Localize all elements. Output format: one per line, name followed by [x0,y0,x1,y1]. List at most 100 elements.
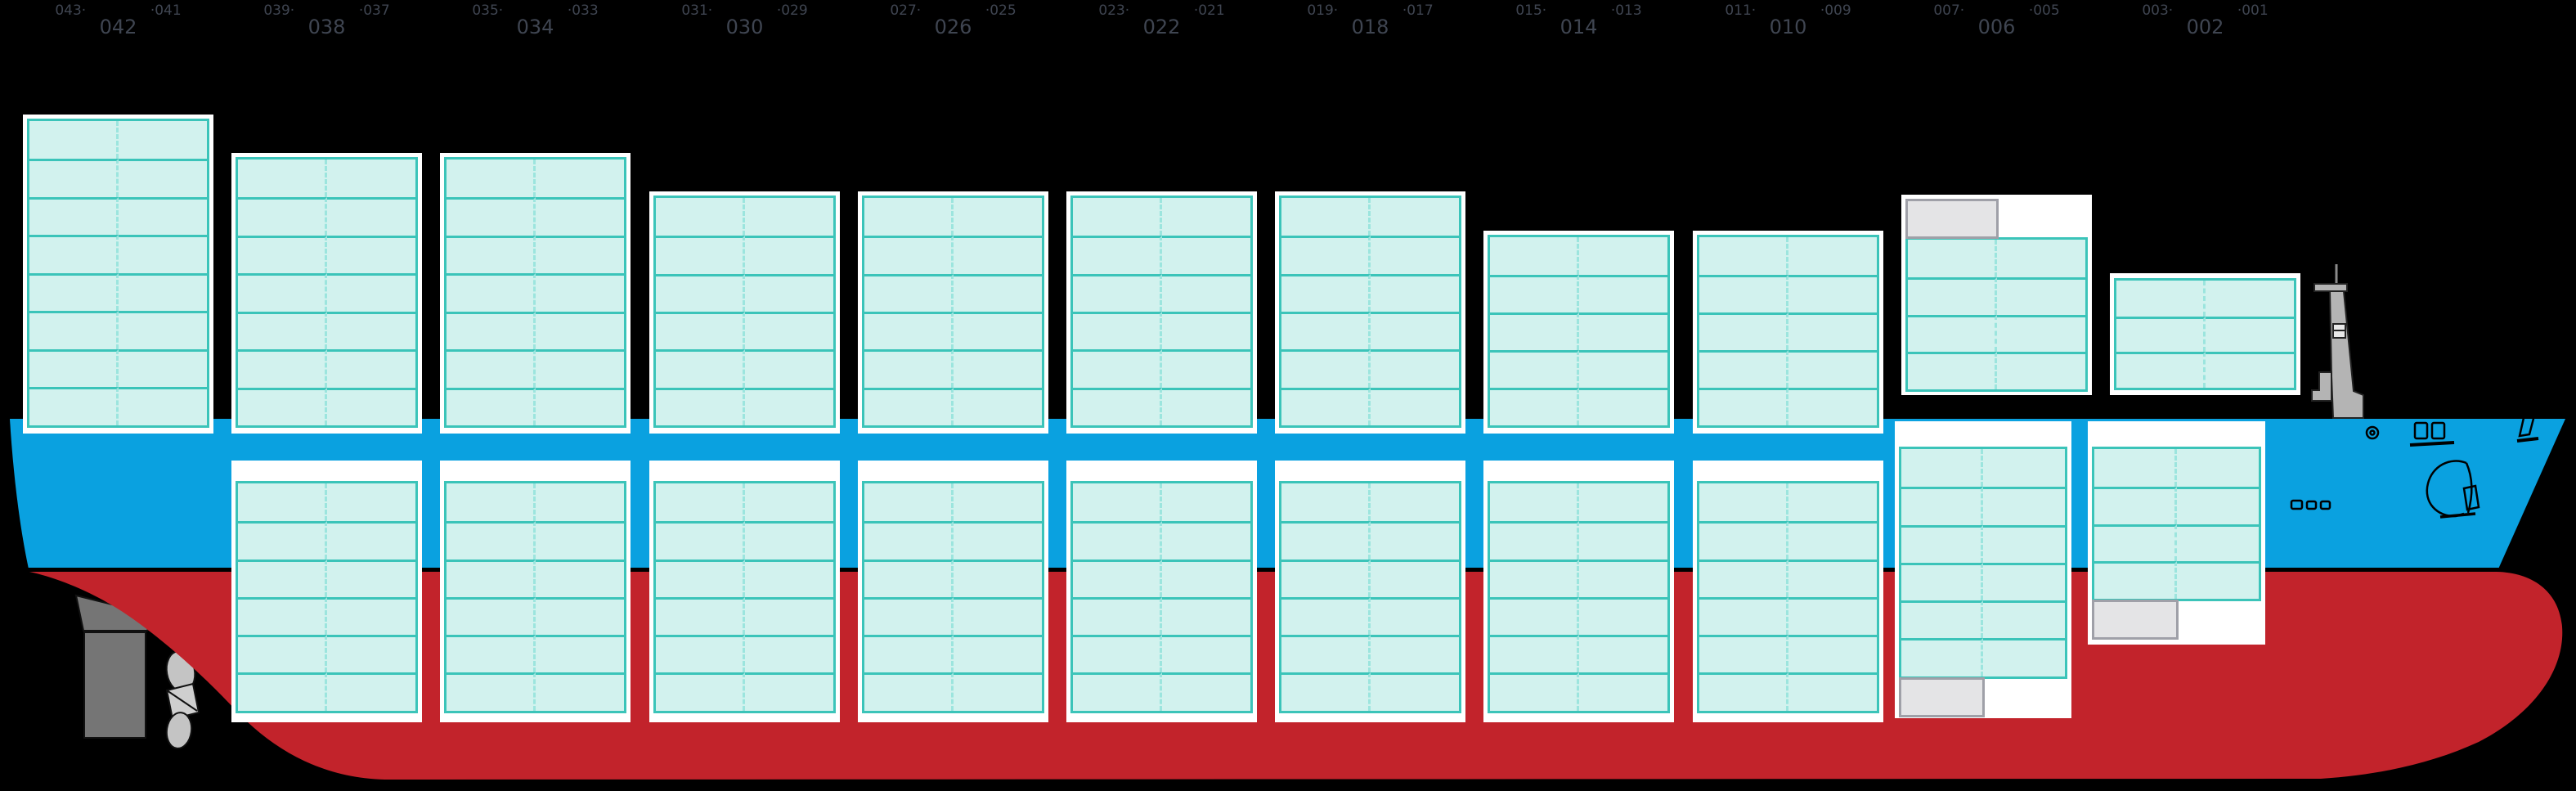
container-slot[interactable] [864,672,954,711]
container-slot[interactable] [1901,562,1983,601]
container-slot[interactable] [953,387,1042,425]
container-slot[interactable] [1370,521,1459,560]
container-slot[interactable] [1073,596,1162,636]
container-slot[interactable] [1161,312,1250,350]
container-slot[interactable] [1370,236,1459,274]
container-slot[interactable] [1983,600,2065,639]
container-slot[interactable] [1578,274,1667,312]
container-slot[interactable] [2094,524,2177,562]
container-slot[interactable] [1578,483,1667,522]
container-slot[interactable] [238,235,327,274]
container-slot[interactable] [656,672,745,711]
container-slot[interactable] [1161,236,1250,274]
container-slot[interactable] [953,198,1042,236]
container-slot[interactable] [1578,349,1667,388]
container-slot[interactable] [2094,449,2177,487]
container-slot[interactable] [864,635,954,673]
container-slot[interactable] [1370,672,1459,711]
container-slot[interactable] [656,596,745,636]
container-slot[interactable] [118,120,207,160]
container-slot[interactable] [1901,524,1983,563]
container-slot[interactable] [326,483,415,522]
container-slot[interactable] [447,596,536,636]
container-slot[interactable] [744,198,833,236]
container-slot[interactable] [744,273,833,312]
container-slot[interactable] [1983,638,2065,676]
container-slot[interactable] [238,559,327,597]
container-slot[interactable] [1073,387,1162,425]
container-slot[interactable] [326,311,415,350]
container-slot[interactable] [447,159,536,198]
container-slot[interactable] [1073,312,1162,350]
container-slot[interactable] [1983,562,2065,601]
container-slot[interactable] [29,348,119,388]
container-slot[interactable] [1578,559,1667,597]
container-slot[interactable] [1788,312,1877,350]
blocked-slot[interactable] [1899,676,1985,718]
container-slot[interactable] [656,483,745,522]
container-slot[interactable] [656,559,745,597]
container-slot[interactable] [1490,483,1579,522]
container-slot[interactable] [118,196,207,236]
container-slot[interactable] [1370,273,1459,312]
container-slot[interactable] [864,521,954,560]
container-slot[interactable] [1699,635,1788,673]
container-slot[interactable] [1161,559,1250,597]
container-slot[interactable] [447,197,536,236]
container-slot[interactable] [1490,312,1579,350]
container-slot[interactable] [1073,273,1162,312]
container-slot[interactable] [1996,240,2085,277]
container-slot[interactable] [1370,559,1459,597]
container-slot[interactable] [1908,240,1997,277]
container-slot[interactable] [535,311,624,350]
container-slot[interactable] [2116,316,2206,352]
container-slot[interactable] [1983,487,2065,525]
container-slot[interactable] [326,197,415,236]
container-slot[interactable] [1161,349,1250,388]
container-slot[interactable] [326,159,415,198]
container-slot[interactable] [744,672,833,711]
container-slot[interactable] [1281,596,1371,636]
container-slot[interactable] [953,236,1042,274]
container-slot[interactable] [1281,483,1371,522]
container-slot[interactable] [326,235,415,274]
container-slot[interactable] [864,483,954,522]
container-slot[interactable] [744,483,833,522]
container-slot[interactable] [535,387,624,425]
container-slot[interactable] [656,349,745,388]
container-slot[interactable] [656,312,745,350]
container-slot[interactable] [2205,316,2294,352]
container-slot[interactable] [1908,276,1997,315]
container-slot[interactable] [2176,524,2259,562]
container-slot[interactable] [864,273,954,312]
container-slot[interactable] [1073,349,1162,388]
container-slot[interactable] [656,387,745,425]
container-slot[interactable] [1699,483,1788,522]
container-slot[interactable] [1788,349,1877,388]
container-slot[interactable] [1490,672,1579,711]
container-slot[interactable] [118,159,207,197]
container-slot[interactable] [1490,274,1579,312]
container-slot[interactable] [1281,236,1371,274]
container-slot[interactable] [953,349,1042,388]
container-slot[interactable] [1490,349,1579,388]
container-slot[interactable] [2176,449,2259,487]
container-slot[interactable] [326,273,415,312]
container-slot[interactable] [1699,596,1788,636]
container-slot[interactable] [1788,236,1877,275]
container-slot[interactable] [1699,672,1788,711]
container-slot[interactable] [118,348,207,388]
container-slot[interactable] [1073,198,1162,236]
container-slot[interactable] [1578,672,1667,711]
container-slot[interactable] [535,596,624,636]
container-slot[interactable] [1370,198,1459,236]
container-slot[interactable] [1073,236,1162,274]
container-slot[interactable] [535,635,624,673]
container-slot[interactable] [864,387,954,425]
container-slot[interactable] [1788,596,1877,636]
container-slot[interactable] [447,672,536,711]
container-slot[interactable] [1578,635,1667,673]
container-slot[interactable] [1161,483,1250,522]
container-slot[interactable] [1281,521,1371,560]
container-slot[interactable] [1699,274,1788,312]
